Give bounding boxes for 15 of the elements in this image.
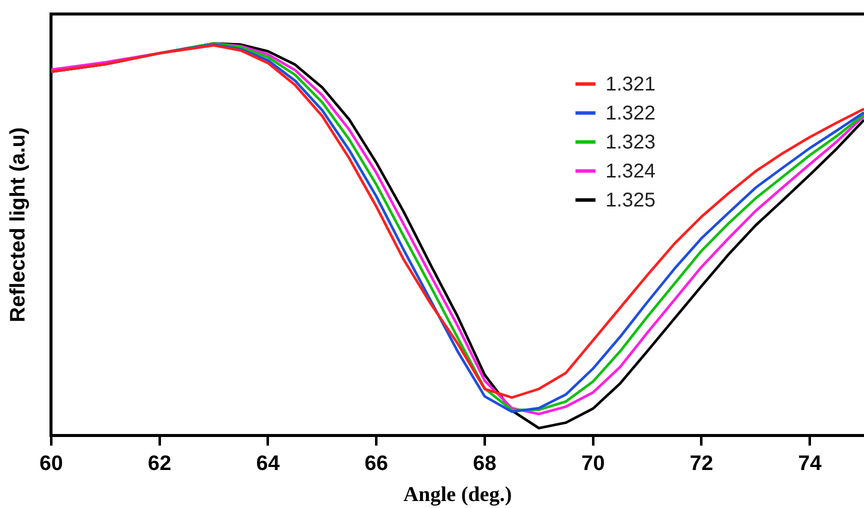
legend-label: 1.324	[605, 160, 656, 183]
x-tick-label: 64	[256, 452, 280, 475]
legend-label: 1.325	[605, 190, 656, 212]
x-tick-label: 70	[581, 452, 605, 475]
y-axis-title: Reflected light (a.u)	[6, 127, 30, 322]
x-tick-label: 68	[473, 452, 497, 475]
legend-label: 1.323	[605, 132, 656, 154]
legend-label: 1.322	[605, 102, 656, 125]
x-tick-label: 60	[40, 452, 63, 475]
x-tick-label: 66	[364, 452, 388, 475]
x-tick-label: 74	[798, 452, 822, 475]
x-tick-label: 72	[690, 452, 714, 475]
x-tick-label: 62	[148, 452, 172, 475]
legend-label: 1.321	[605, 74, 656, 96]
x-axis-title: Angle (deg.)	[403, 482, 512, 506]
